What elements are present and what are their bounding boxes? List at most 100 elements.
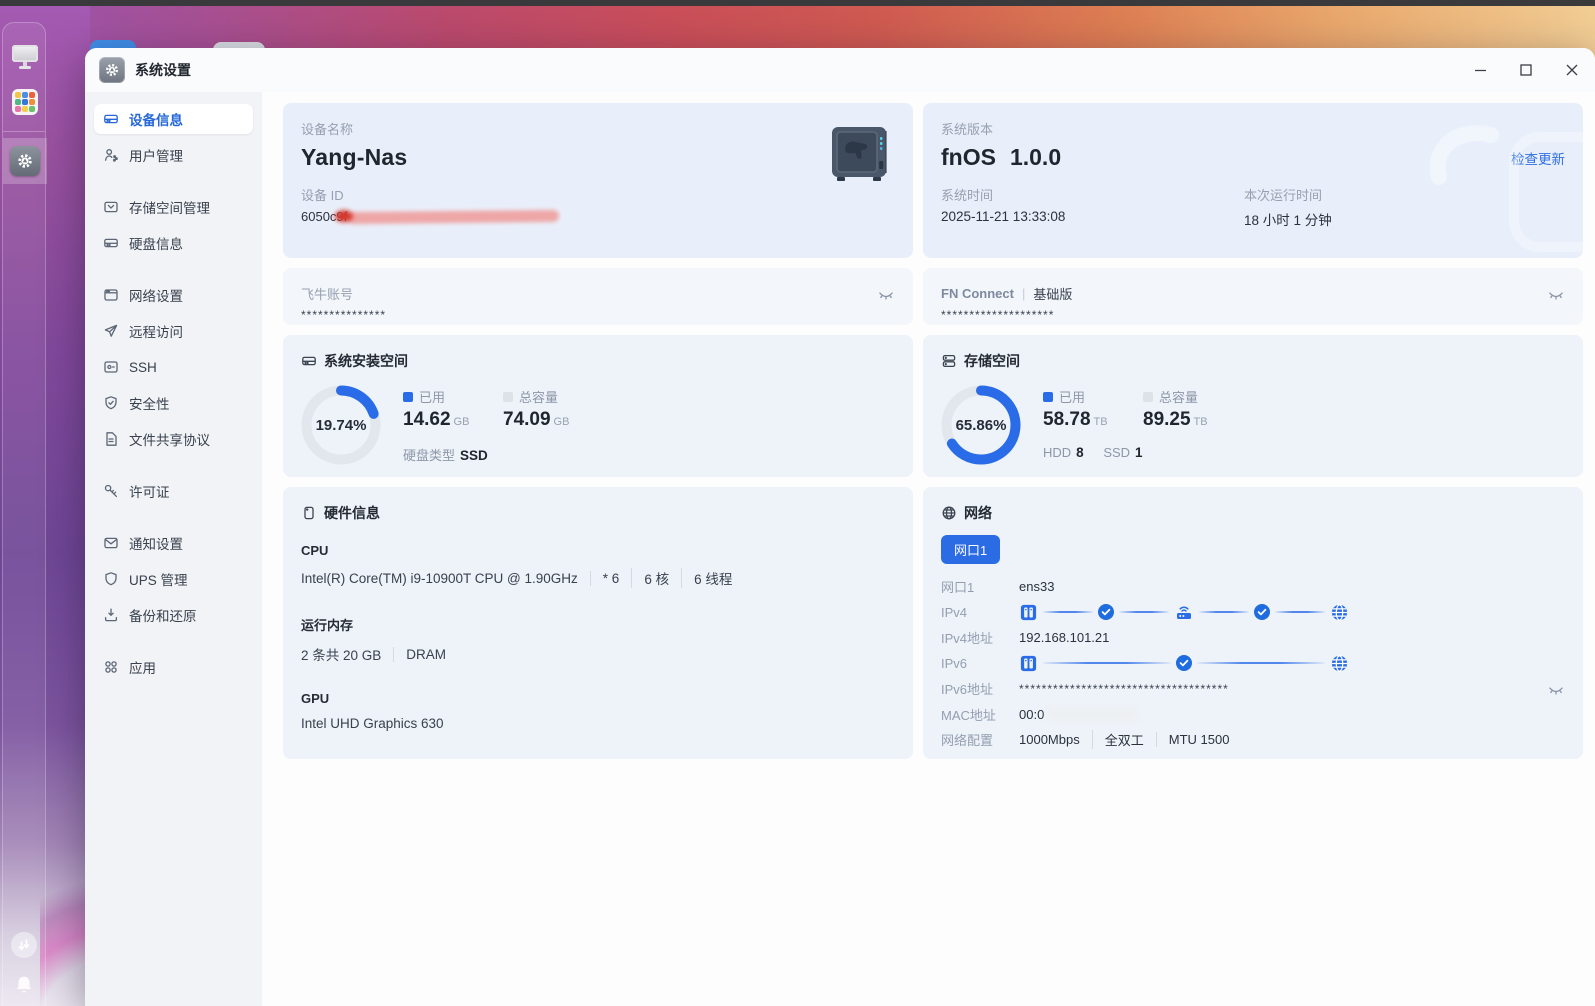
system-space-percent: 19.74% <box>315 416 367 434</box>
fn-connect-eye-off-icon[interactable] <box>1547 285 1565 303</box>
sidebar-label: 硬盘信息 <box>129 237 183 252</box>
ipv6-address-row: IPv6地址 *********************************… <box>941 676 1565 702</box>
notification-bell-button[interactable] <box>13 974 35 996</box>
desktop-dock <box>2 22 47 1006</box>
check-badge-icon <box>1098 604 1114 621</box>
device-name-card: 设备名称 Yang-Nas 设备 ID 6050c9f <box>283 103 913 258</box>
minimize-button[interactable] <box>1457 53 1503 87</box>
sidebar-item-remote-access[interactable]: 远程访问 <box>94 316 253 346</box>
device-name-label: 设备名称 <box>301 122 354 137</box>
device-name-value: Yang-Nas <box>301 144 408 170</box>
ipv6-address-label: IPv6地址 <box>941 682 994 698</box>
redaction-scribble <box>346 209 560 225</box>
gpu-model: Intel UHD Graphics 630 <box>301 716 444 731</box>
disk-icon <box>104 238 118 248</box>
close-button[interactable] <box>1549 53 1595 87</box>
sidebar-label: 文件共享协议 <box>129 433 210 448</box>
sidebar-label: 通知设置 <box>129 537 183 552</box>
hardware-icon <box>304 506 314 520</box>
close-icon <box>1566 64 1578 76</box>
nas-node-icon <box>1020 604 1037 620</box>
internet-globe-icon <box>1331 655 1348 672</box>
system-space-card: 系统安装空间 19.74% 已用 14.6 <box>283 335 913 477</box>
storage-space-percent: 65.86% <box>955 416 1007 434</box>
check-update-link[interactable]: 检查更新 <box>1511 151 1565 167</box>
maximize-icon <box>1520 64 1532 76</box>
sidebar-item-license[interactable]: 许可证 <box>94 476 253 506</box>
sidebar-item-security[interactable]: 安全性 <box>94 388 253 418</box>
transfer-status-button[interactable] <box>11 932 37 958</box>
ram-label: 运行内存 <box>301 618 354 633</box>
sidebar-item-backup-restore[interactable]: 备份和还原 <box>94 600 253 630</box>
window-title: 系统设置 <box>135 62 191 78</box>
mac-redaction-blur <box>1046 707 1139 721</box>
sidebar-item-apps[interactable]: 应用 <box>94 652 253 682</box>
ipv4-label: IPv4 <box>941 604 968 620</box>
system-space-title: 系统安装空间 <box>324 353 408 369</box>
internet-globe-icon <box>1331 604 1348 621</box>
nas-node-icon <box>1020 655 1037 671</box>
account-masked-value: *************** <box>301 308 387 322</box>
used-unit: TB <box>1093 416 1108 428</box>
ipv4-address-value: 192.168.101.21 <box>1019 630 1110 646</box>
sidebar-label: 许可证 <box>129 485 170 500</box>
titlebar: 系统设置 <box>85 48 1595 92</box>
gpu-label: GPU <box>301 691 330 706</box>
minimize-icon <box>1474 69 1486 71</box>
storage-space-card: 存储空间 65.86% 已用 58.78 T <box>923 335 1583 477</box>
sidebar-label: 安全性 <box>129 397 170 412</box>
total-label: 总容量 <box>519 390 559 405</box>
sidebar-label: 应用 <box>129 661 156 676</box>
mac-address-row: MAC地址 00:0 <box>941 702 1565 728</box>
dock-app-center-button[interactable] <box>3 79 47 125</box>
divider: | <box>1021 286 1026 301</box>
sidebar-item-user-management[interactable]: 用户管理 <box>94 140 253 170</box>
monitor-icon <box>12 45 38 69</box>
sidebar-item-file-sharing[interactable]: 文件共享协议 <box>94 424 253 454</box>
device-icon <box>104 114 118 124</box>
cpu-model: Intel(R) Core(TM) i9-10900T CPU @ 1.90GH… <box>301 570 578 586</box>
system-space-donut: 19.74% <box>301 385 381 465</box>
system-settings-window: 系统设置 设备信息 用户管理 <box>85 48 1595 1006</box>
port-row: 网口1 ens33 <box>941 574 1565 600</box>
fn-connect-plan: 基础版 <box>1033 287 1073 302</box>
dock-bottom <box>2 932 46 996</box>
sidebar-item-storage-management[interactable]: 存储空间管理 <box>94 192 253 222</box>
network-port-tab[interactable]: 网口1 <box>941 535 1001 564</box>
router-icon <box>1177 606 1191 620</box>
check-badge-icon <box>1254 604 1270 621</box>
uptime-label: 本次运行时间 <box>1244 188 1323 203</box>
sidebar-item-ssh[interactable]: SSH <box>94 352 253 382</box>
dock-divider <box>3 131 45 132</box>
sidebar-item-ups-management[interactable]: UPS 管理 <box>94 564 253 594</box>
storage-pool-icon <box>104 201 118 213</box>
speed-value: 1000Mbps <box>1019 732 1080 748</box>
ram-value: 2 条共 20 GB <box>301 648 382 663</box>
ssd-label: SSD <box>1103 445 1131 460</box>
dock-desktop-button[interactable] <box>3 33 47 79</box>
sidebar-item-notifications[interactable]: 通知设置 <box>94 528 253 558</box>
hdd-label: HDD <box>1043 445 1072 460</box>
account-eye-off-icon[interactable] <box>877 285 895 303</box>
sidebar-item-disk-info[interactable]: 硬盘信息 <box>94 228 253 258</box>
browser-window-icon <box>104 289 118 301</box>
up-down-arrows-icon <box>18 939 30 951</box>
ipv6-eye-off-icon[interactable] <box>1547 680 1565 698</box>
paper-plane-icon <box>104 324 118 337</box>
cpu-cores: 6 核 <box>631 568 669 588</box>
maximize-button[interactable] <box>1503 53 1549 87</box>
hdd-count: 8 <box>1076 445 1084 460</box>
total-label: 总容量 <box>1159 390 1199 405</box>
network-card: 网络 网口1 网口1 ens33 IPv4 <box>923 487 1583 759</box>
ipv4-address-label: IPv4地址 <box>941 631 994 647</box>
envelope-icon <box>104 537 118 549</box>
dock-settings-button[interactable] <box>3 138 47 184</box>
duplex-value: 全双工 <box>1091 730 1144 750</box>
system-time-label: 系统时间 <box>941 188 994 203</box>
version-label: 系统版本 <box>941 122 994 137</box>
user-icon <box>104 149 118 162</box>
sidebar-item-device-info[interactable]: 设备信息 <box>94 104 253 134</box>
stacked-drives-icon <box>942 354 956 368</box>
storage-space-donut: 65.86% <box>941 385 1021 465</box>
sidebar-item-network-settings[interactable]: 网络设置 <box>94 280 253 310</box>
